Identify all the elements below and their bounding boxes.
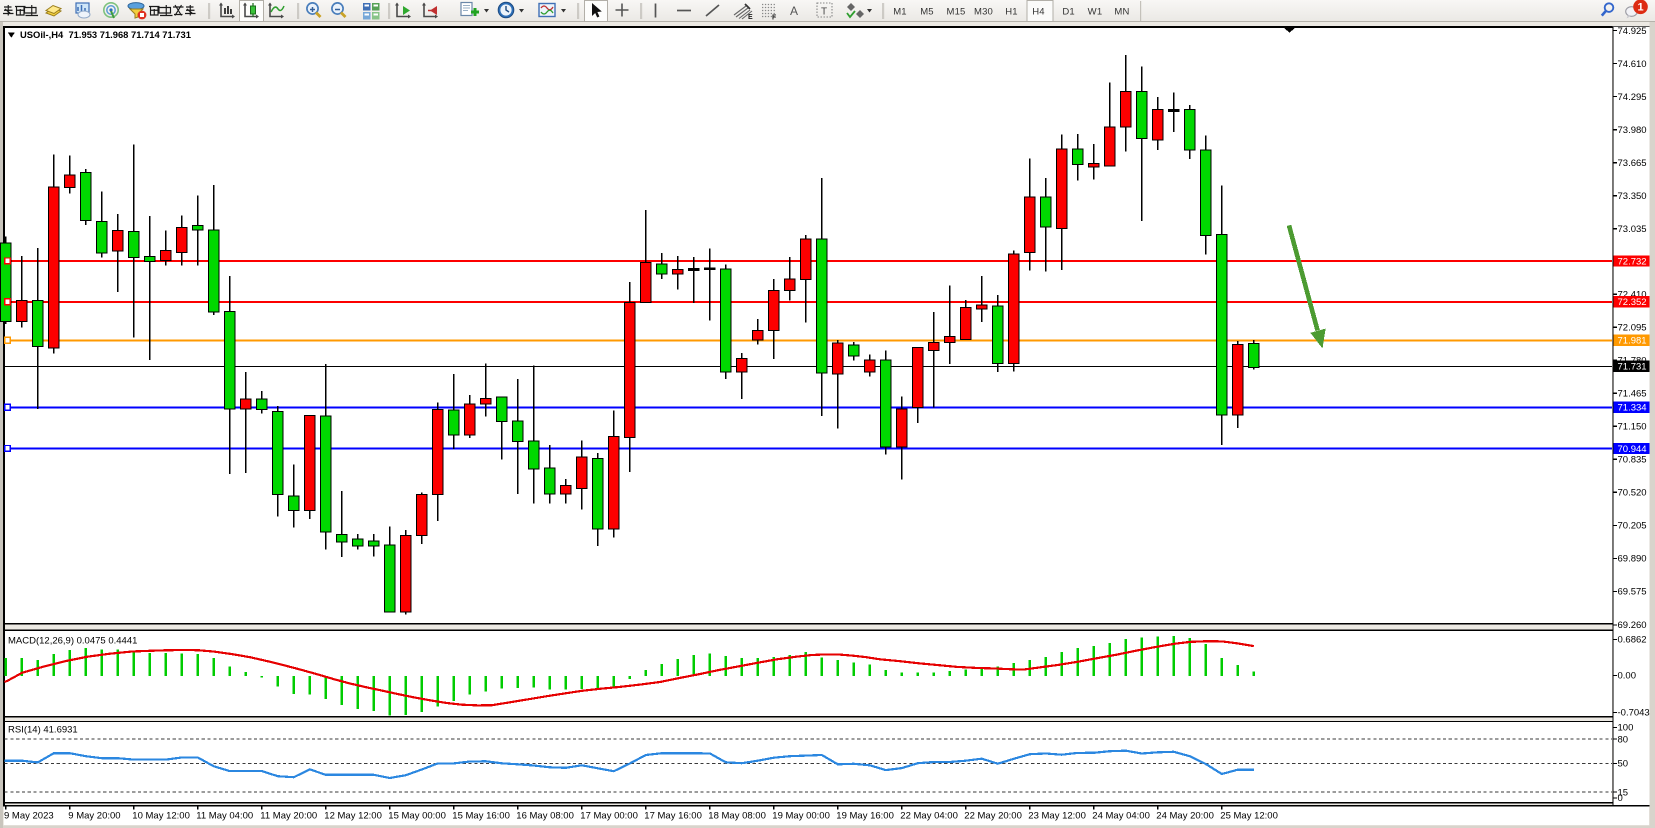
svg-text:M1: M1: [893, 7, 907, 18]
svg-text:F: F: [772, 15, 777, 22]
svg-text:22 May 20:00: 22 May 20:00: [964, 811, 1022, 822]
svg-text:74.295: 74.295: [1618, 92, 1647, 103]
svg-text:71.334: 71.334: [1618, 403, 1647, 414]
svg-text:12 May 12:00: 12 May 12:00: [324, 811, 382, 822]
svg-text:18 May 08:00: 18 May 08:00: [708, 811, 766, 822]
svg-text:72.732: 72.732: [1618, 256, 1647, 267]
svg-text:73.980: 73.980: [1618, 125, 1647, 136]
svg-text:11 May 04:00: 11 May 04:00: [196, 811, 253, 822]
svg-text:M15: M15: [946, 7, 965, 18]
svg-text:72.352: 72.352: [1618, 297, 1647, 308]
svg-text:74.610: 74.610: [1618, 59, 1647, 70]
svg-text:T: T: [821, 7, 827, 18]
svg-text:100: 100: [1618, 723, 1634, 734]
svg-text:69.575: 69.575: [1618, 587, 1647, 598]
svg-text:71.465: 71.465: [1618, 388, 1647, 399]
svg-text:MACD(12,26,9) 0.0475 0.4441: MACD(12,26,9) 0.0475 0.4441: [8, 636, 137, 647]
svg-text:RSI(14) 41.6931: RSI(14) 41.6931: [8, 725, 78, 736]
svg-text:11 May 20:00: 11 May 20:00: [260, 811, 317, 822]
svg-text:73.035: 73.035: [1618, 224, 1647, 235]
svg-text:15 May 00:00: 15 May 00:00: [388, 811, 446, 822]
svg-text:USOil-,H4 71.953 71.968 71.71: USOil-,H4 71.953 71.968 71.714 71.731: [20, 29, 191, 40]
svg-text:70.205: 70.205: [1618, 521, 1647, 532]
svg-text:73.665: 73.665: [1618, 158, 1647, 169]
svg-text:70.835: 70.835: [1618, 454, 1647, 465]
svg-text:E: E: [748, 14, 753, 21]
svg-text:69.890: 69.890: [1618, 554, 1647, 565]
svg-text:10 May 12:00: 10 May 12:00: [132, 811, 190, 822]
svg-text:9 May 2023: 9 May 2023: [4, 811, 54, 822]
svg-text:24 May 20:00: 24 May 20:00: [1156, 811, 1214, 822]
svg-text:17 May 16:00: 17 May 16:00: [644, 811, 702, 822]
svg-text:0.6862: 0.6862: [1618, 635, 1647, 646]
svg-text:22 May 04:00: 22 May 04:00: [900, 811, 958, 822]
svg-text:69.260: 69.260: [1618, 620, 1647, 631]
svg-text:16 May 08:00: 16 May 08:00: [516, 811, 574, 822]
svg-text:M5: M5: [920, 7, 934, 18]
svg-text:-0.7043: -0.7043: [1618, 708, 1650, 719]
svg-text:73.350: 73.350: [1618, 191, 1647, 202]
svg-text:H4: H4: [1032, 7, 1045, 18]
svg-text:MN: MN: [1114, 7, 1129, 18]
svg-text:D1: D1: [1062, 7, 1075, 18]
svg-text:25 May 12:00: 25 May 12:00: [1220, 811, 1278, 822]
svg-text:H1: H1: [1005, 7, 1018, 18]
svg-text:74.925: 74.925: [1618, 26, 1647, 37]
svg-text:W1: W1: [1088, 7, 1103, 18]
svg-text:72.095: 72.095: [1618, 322, 1647, 333]
svg-text:23 May 12:00: 23 May 12:00: [1028, 811, 1086, 822]
svg-text:71.981: 71.981: [1618, 336, 1647, 347]
svg-text:70.520: 70.520: [1618, 487, 1647, 498]
svg-text:A: A: [790, 4, 798, 18]
svg-text:50: 50: [1618, 759, 1629, 770]
svg-text:70.944: 70.944: [1618, 444, 1647, 455]
svg-text:24 May 04:00: 24 May 04:00: [1092, 811, 1150, 822]
svg-text:M30: M30: [974, 7, 993, 18]
svg-text:1: 1: [1637, 2, 1643, 14]
svg-text:19 May 00:00: 19 May 00:00: [772, 811, 830, 822]
svg-text:71.731: 71.731: [1618, 362, 1647, 373]
svg-text:0.00: 0.00: [1618, 671, 1637, 682]
svg-text:9 May 20:00: 9 May 20:00: [68, 811, 120, 822]
svg-text:72.410: 72.410: [1618, 289, 1647, 300]
svg-text:71.150: 71.150: [1618, 421, 1647, 432]
svg-text:80: 80: [1618, 734, 1629, 745]
svg-text:0: 0: [1618, 793, 1623, 804]
svg-text:15 May 16:00: 15 May 16:00: [452, 811, 510, 822]
svg-text:19 May 16:00: 19 May 16:00: [836, 811, 894, 822]
svg-text:15: 15: [1618, 787, 1629, 798]
svg-text:17 May 00:00: 17 May 00:00: [580, 811, 638, 822]
